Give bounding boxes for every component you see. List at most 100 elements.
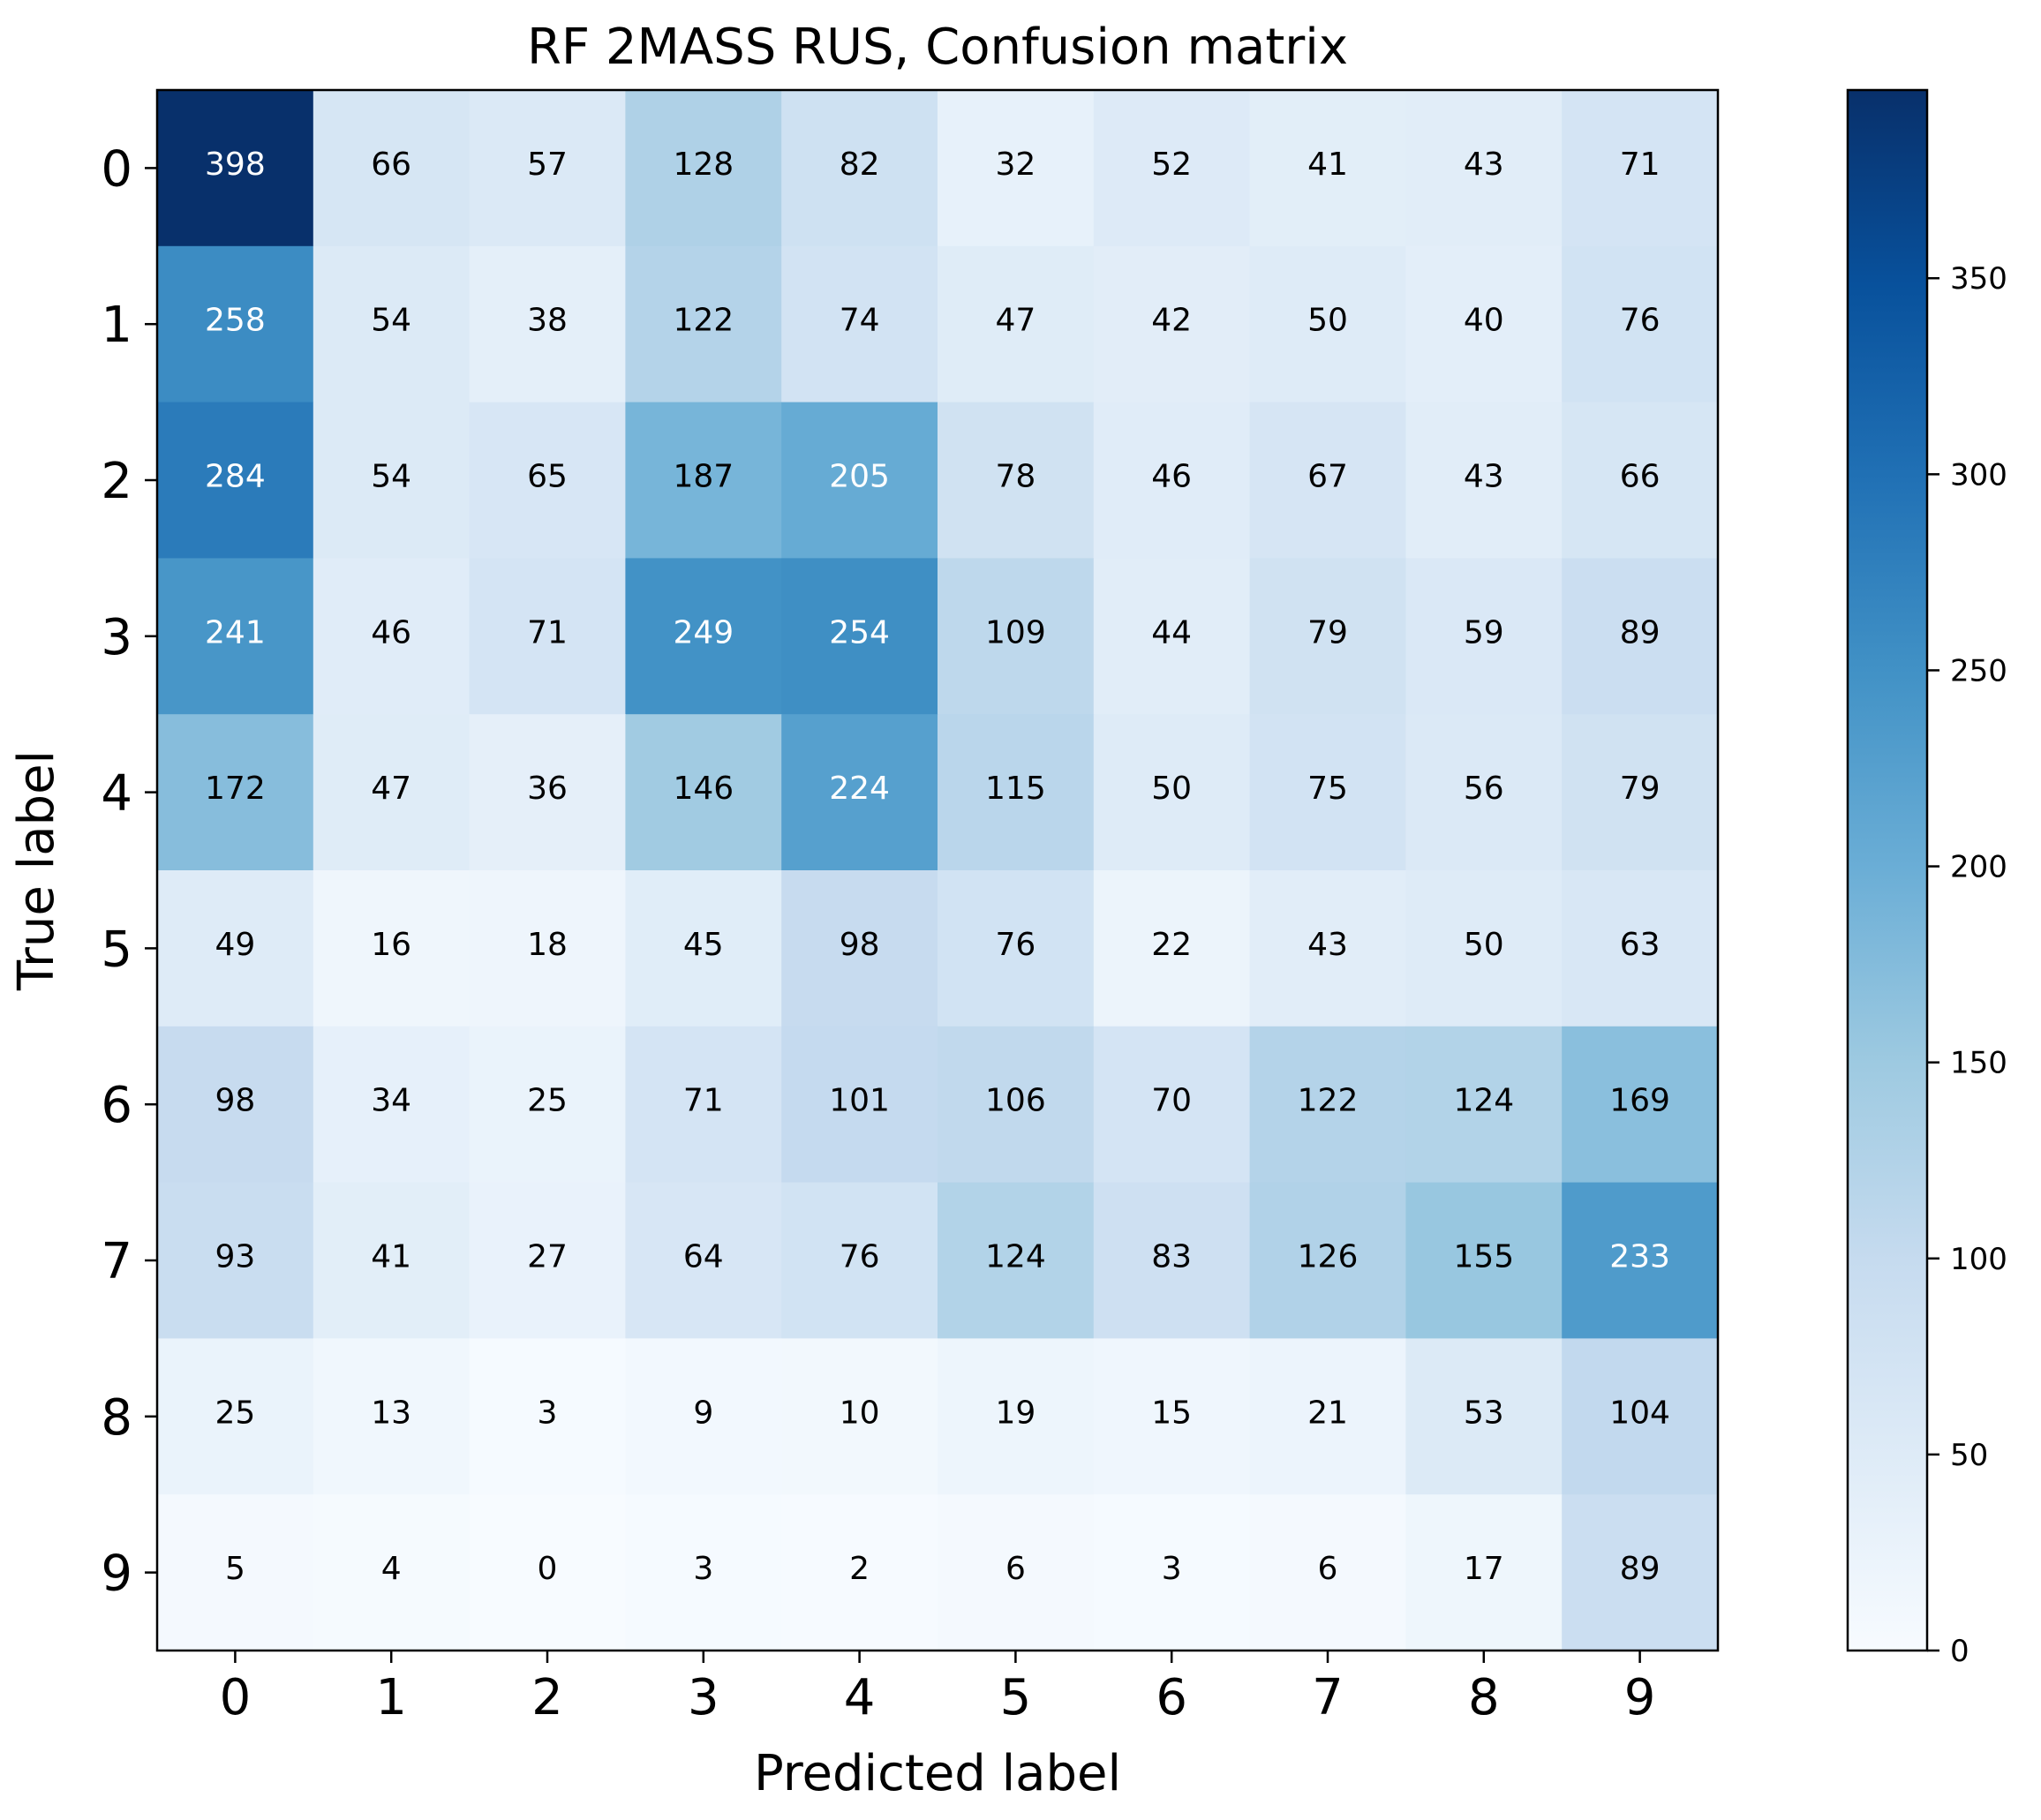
y-tick-label: 9 — [101, 1545, 132, 1603]
heatmap-cell-r5-c1 — [313, 870, 471, 1027]
x-tick-label: 9 — [1624, 1669, 1656, 1726]
cell-value-r4-c8: 56 — [1464, 771, 1504, 807]
cell-value-r0-c0: 398 — [205, 147, 266, 183]
cell-value-r6-c8: 124 — [1453, 1083, 1514, 1119]
x-tick-label: 5 — [1000, 1669, 1032, 1726]
cell-value-r2-c1: 54 — [371, 459, 411, 495]
cell-value-r2-c2: 65 — [527, 459, 568, 495]
heatmap-cell-r3-c0 — [157, 558, 314, 715]
cell-value-r2-c8: 43 — [1464, 459, 1504, 495]
cell-value-r4-c7: 75 — [1307, 771, 1348, 807]
heatmap-cell-r5-c9 — [1562, 870, 1719, 1027]
x-tick-label: 1 — [375, 1669, 407, 1726]
heatmap-cell-r3-c3 — [625, 558, 782, 715]
heatmap-cell-r0-c7 — [1249, 90, 1406, 247]
heatmap-cells — [157, 90, 1719, 1651]
heatmap-cell-r8-c8 — [1405, 1338, 1563, 1495]
colorbar-tick-label: 0 — [1950, 1634, 1969, 1669]
cell-value-r0-c1: 66 — [371, 147, 411, 183]
y-tick-label: 5 — [101, 921, 132, 978]
heatmap-cell-r1-c6 — [1093, 245, 1251, 403]
cell-value-r7-c5: 124 — [985, 1239, 1046, 1275]
cell-value-r3-c2: 71 — [527, 614, 568, 651]
x-tick-label: 6 — [1156, 1669, 1187, 1726]
cell-value-r1-c3: 122 — [673, 303, 734, 339]
cell-value-r7-c6: 83 — [1151, 1239, 1192, 1275]
heatmap-cell-r1-c8 — [1405, 245, 1563, 403]
heatmap-cell-r1-c2 — [469, 245, 626, 403]
heatmap-cell-r2-c7 — [1249, 402, 1406, 559]
heatmap-cell-r5-c6 — [1093, 870, 1251, 1027]
heatmap-cell-r0-c3 — [625, 90, 782, 247]
y-tick-label: 2 — [101, 453, 132, 510]
heatmap-cell-r8-c2 — [469, 1338, 626, 1495]
heatmap-cell-r8-c4 — [781, 1338, 938, 1495]
cell-value-r8-c0: 25 — [215, 1395, 255, 1431]
cell-value-r3-c4: 254 — [829, 614, 890, 651]
cell-value-r3-c6: 44 — [1151, 614, 1192, 651]
heatmap-cell-r3-c9 — [1562, 558, 1719, 715]
cell-value-r1-c0: 258 — [205, 303, 266, 339]
heatmap-cell-r1-c4 — [781, 245, 938, 403]
cell-value-r8-c2: 3 — [538, 1395, 558, 1431]
heatmap-cell-r8-c9 — [1562, 1338, 1719, 1495]
heatmap-cell-r2-c3 — [625, 402, 782, 559]
heatmap-cell-r5-c7 — [1249, 870, 1406, 1027]
x-tick-label: 3 — [688, 1669, 719, 1726]
cell-value-r7-c4: 76 — [840, 1239, 880, 1275]
cell-value-r9-c2: 0 — [538, 1551, 558, 1587]
heatmap-cell-r5-c3 — [625, 870, 782, 1027]
cell-value-r7-c2: 27 — [527, 1239, 568, 1275]
cell-value-r4-c0: 172 — [205, 771, 266, 807]
cell-value-r5-c3: 45 — [683, 927, 724, 963]
heatmap-cell-r6-c8 — [1405, 1026, 1563, 1184]
cell-value-r5-c8: 50 — [1464, 927, 1504, 963]
heatmap-cell-r2-c4 — [781, 402, 938, 559]
heatmap-cell-r4-c2 — [469, 714, 626, 871]
y-tick-label: 3 — [101, 609, 132, 666]
heatmap-cell-r6-c0 — [157, 1026, 314, 1184]
heatmap-cell-r0-c0 — [157, 90, 314, 247]
heatmap-cell-r5-c4 — [781, 870, 938, 1027]
heatmap-cell-r5-c2 — [469, 870, 626, 1027]
heatmap-cell-r7-c6 — [1093, 1182, 1251, 1339]
cell-value-r7-c3: 64 — [683, 1239, 724, 1275]
cell-value-r1-c8: 40 — [1464, 303, 1504, 339]
colorbar-tick-label: 150 — [1950, 1046, 2007, 1081]
cell-value-r3-c1: 46 — [371, 614, 411, 651]
heatmap-cell-r6-c1 — [313, 1026, 471, 1184]
heatmap-cell-r9-c8 — [1405, 1494, 1563, 1651]
cell-value-r7-c7: 126 — [1298, 1239, 1359, 1275]
heatmap-cell-r9-c9 — [1562, 1494, 1719, 1651]
heatmap-cell-r4-c9 — [1562, 714, 1719, 871]
cell-value-r4-c9: 79 — [1620, 771, 1661, 807]
cell-value-r6-c7: 122 — [1298, 1083, 1359, 1119]
cell-value-r2-c0: 284 — [205, 459, 266, 495]
x-tick-label: 4 — [844, 1669, 876, 1726]
y-tick-label: 1 — [101, 297, 132, 354]
cell-value-r8-c1: 13 — [371, 1395, 411, 1431]
y-tick-label: 6 — [101, 1077, 132, 1134]
x-axis-ticks: 0 1 2 3 4 5 6 7 8 9 — [220, 1651, 1656, 1726]
cell-value-r1-c9: 76 — [1620, 303, 1661, 339]
cell-value-r7-c0: 93 — [215, 1239, 255, 1275]
heatmap-cell-r3-c2 — [469, 558, 626, 715]
heatmap-cell-r1-c3 — [625, 245, 782, 403]
heatmap-cell-r7-c1 — [313, 1182, 471, 1339]
heatmap-cell-r0-c9 — [1562, 90, 1719, 247]
heatmap-cell-r9-c2 — [469, 1494, 626, 1651]
heatmap-cell-r4-c8 — [1405, 714, 1563, 871]
heatmap-cell-r2-c9 — [1562, 402, 1719, 559]
cell-value-r6-c5: 106 — [985, 1083, 1046, 1119]
heatmap-cell-r6-c9 — [1562, 1026, 1719, 1184]
cell-value-r0-c8: 43 — [1464, 147, 1504, 183]
heatmap-cell-r0-c2 — [469, 90, 626, 247]
heatmap-cell-r5-c8 — [1405, 870, 1563, 1027]
cell-value-r0-c9: 71 — [1620, 147, 1661, 183]
heatmap-cell-r8-c7 — [1249, 1338, 1406, 1495]
cell-value-r4-c5: 115 — [985, 771, 1046, 807]
cell-value-r3-c0: 241 — [205, 614, 266, 651]
cell-value-r4-c6: 50 — [1151, 771, 1192, 807]
cell-value-r9-c1: 4 — [381, 1551, 402, 1587]
heatmap-cell-r7-c0 — [157, 1182, 314, 1339]
